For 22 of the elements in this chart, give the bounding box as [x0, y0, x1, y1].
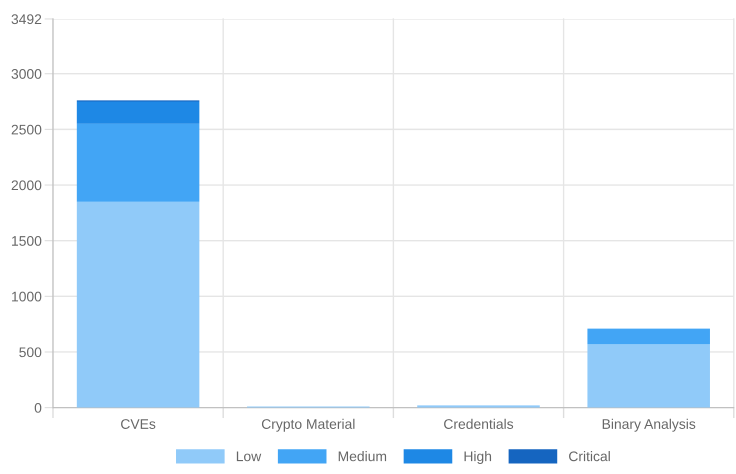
- x-tick-label: Credentials: [444, 418, 514, 429]
- y-tick-label: 1000: [12, 292, 42, 302]
- y-tick-label: 0: [34, 402, 42, 413]
- y-tick-label: 2000: [12, 180, 42, 190]
- x-tick-label: Binary Analysis: [602, 418, 696, 432]
- x-tick-label: Crypto Material: [262, 418, 354, 432]
- bar: [587, 344, 710, 408]
- bar: [587, 328, 710, 344]
- legend-label: Critical: [569, 451, 610, 462]
- y-tick-label: 500: [19, 347, 42, 358]
- y-tick-label: 3000: [12, 69, 42, 79]
- bar: [76, 202, 200, 408]
- legend-label: High: [464, 451, 492, 464]
- y-tick-label: 2500: [12, 124, 42, 135]
- bar: [76, 124, 200, 202]
- legend-label: Low: [236, 452, 262, 462]
- legend-label: Medium: [338, 451, 386, 462]
- y-tick-label: 1500: [12, 236, 42, 246]
- bar: [76, 102, 200, 124]
- x-tick-label: CVEs: [121, 419, 156, 429]
- bar: [417, 405, 540, 408]
- y-tick-label: 3492: [12, 14, 42, 24]
